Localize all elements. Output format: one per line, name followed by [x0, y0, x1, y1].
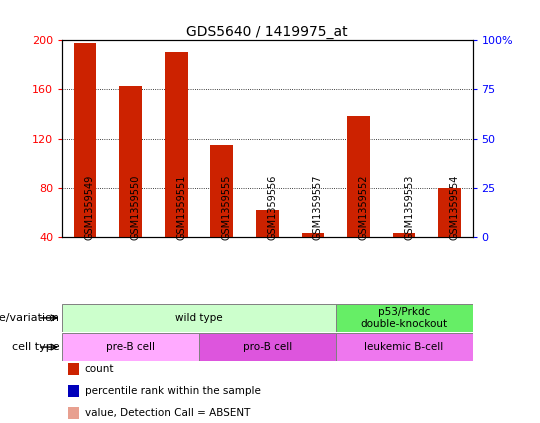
Text: percentile rank within the sample: percentile rank within the sample: [85, 386, 261, 396]
Text: GSM1359554: GSM1359554: [450, 175, 460, 240]
Text: pre-B cell: pre-B cell: [106, 342, 155, 352]
Text: GSM1359551: GSM1359551: [176, 175, 186, 240]
Text: value, Detection Call = ABSENT: value, Detection Call = ABSENT: [85, 408, 250, 418]
Text: genotype/variation: genotype/variation: [0, 313, 59, 323]
Bar: [256, 210, 279, 237]
Bar: [438, 188, 461, 237]
Text: GSM1359552: GSM1359552: [359, 175, 368, 240]
Bar: [165, 52, 187, 237]
Bar: [210, 145, 233, 237]
Text: leukemic B-cell: leukemic B-cell: [364, 342, 444, 352]
Bar: [393, 233, 415, 237]
Text: GSM1359556: GSM1359556: [267, 175, 278, 240]
Text: wild type: wild type: [175, 313, 222, 323]
Text: GSM1359555: GSM1359555: [222, 175, 232, 240]
Bar: [73, 43, 96, 237]
Text: GSM1359549: GSM1359549: [85, 175, 95, 240]
Text: cell type: cell type: [12, 342, 59, 352]
Bar: [62, 333, 199, 361]
Bar: [62, 304, 336, 332]
Text: GSM1359550: GSM1359550: [131, 175, 140, 240]
Title: GDS5640 / 1419975_at: GDS5640 / 1419975_at: [186, 25, 348, 39]
Bar: [347, 116, 370, 237]
Text: GSM1359557: GSM1359557: [313, 175, 323, 240]
Text: count: count: [85, 364, 114, 374]
Text: pro-B cell: pro-B cell: [242, 342, 292, 352]
Bar: [199, 333, 336, 361]
Bar: [301, 233, 325, 237]
Text: p53/Prkdc
double-knockout: p53/Prkdc double-knockout: [361, 307, 448, 329]
Bar: [119, 86, 142, 237]
Bar: [336, 304, 472, 332]
Bar: [336, 333, 472, 361]
Text: GSM1359553: GSM1359553: [404, 175, 414, 240]
